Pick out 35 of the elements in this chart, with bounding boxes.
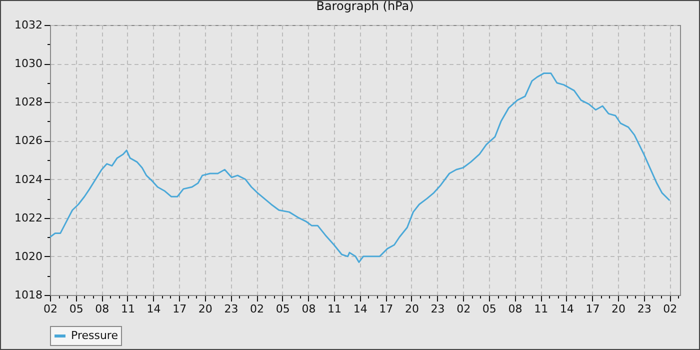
y-tick-label: 1032 [14, 18, 42, 32]
x-tick-label: 05 [482, 302, 496, 316]
x-tick-label: 17 [379, 302, 394, 316]
x-tick-label: 23 [637, 302, 652, 316]
x-tick-label: 14 [146, 302, 161, 316]
x-tick-label: 02 [663, 302, 678, 316]
y-tick-label: 1018 [14, 288, 42, 302]
y-tick-label: 1026 [14, 134, 42, 148]
y-tick-label: 1020 [14, 250, 42, 263]
y-tick-label: 1024 [14, 172, 42, 186]
x-tick-label: 17 [172, 302, 187, 316]
x-tick-label: 23 [430, 302, 445, 316]
chart-title: Barograph (hPa) [316, 0, 414, 13]
x-tick-label: 14 [560, 302, 574, 316]
x-tick-label: 02 [456, 302, 471, 316]
x-tick-label: 20 [404, 302, 419, 316]
x-tick-label: 05 [69, 302, 84, 316]
x-tick-label: 11 [120, 302, 135, 316]
x-tick-label: 11 [534, 302, 548, 316]
y-tick-label: 1022 [14, 211, 42, 224]
x-tick-label: 20 [612, 302, 626, 316]
x-tick-label: 14 [353, 302, 368, 316]
x-tick-label: 02 [250, 302, 264, 316]
x-tick-label: 08 [508, 302, 522, 316]
x-tick-label: 20 [198, 302, 212, 316]
x-tick-label: 17 [586, 302, 600, 316]
y-tick-label: 1030 [14, 57, 42, 70]
x-tick-label: 02 [44, 302, 58, 316]
x-tick-label: 11 [328, 302, 342, 316]
x-tick-label: 23 [224, 302, 238, 316]
x-tick-label: 05 [276, 302, 290, 316]
legend-label: Pressure [71, 329, 118, 342]
y-tick-label: 1028 [14, 96, 42, 109]
x-tick-label: 08 [302, 302, 316, 316]
x-tick-label: 08 [95, 302, 110, 316]
